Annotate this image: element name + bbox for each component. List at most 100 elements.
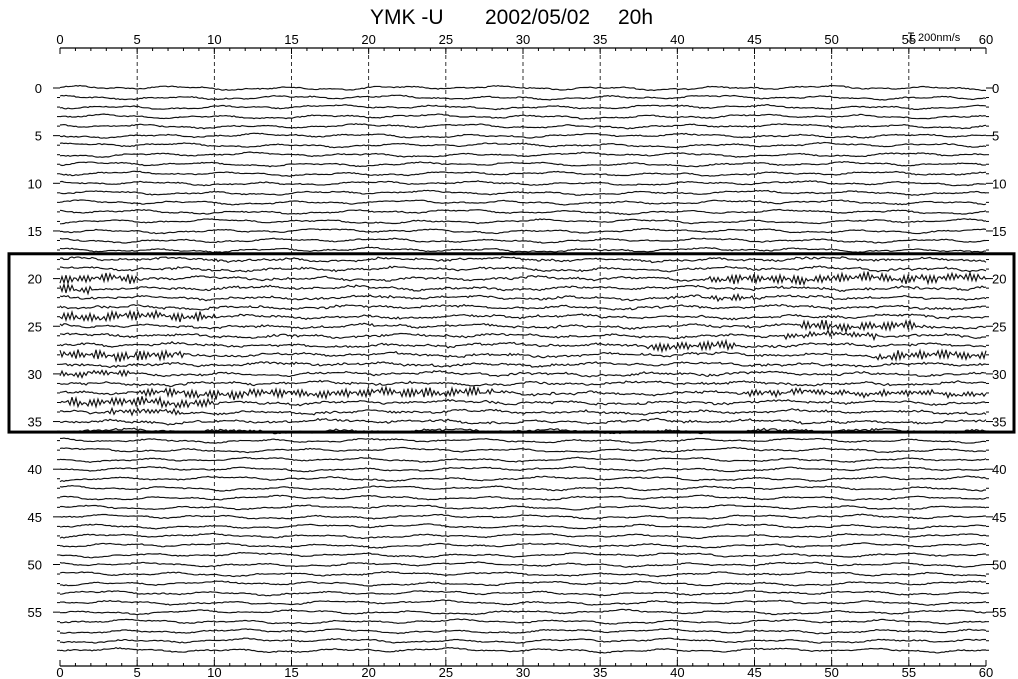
y-tick-label-right: 30 bbox=[992, 367, 1006, 382]
seismic-trace bbox=[59, 151, 987, 158]
seismic-trace bbox=[59, 218, 987, 225]
y-tick-label-left: 20 bbox=[28, 272, 42, 287]
x-tick-label-top: 55 bbox=[902, 32, 916, 47]
y-tick-label-left: 40 bbox=[28, 462, 42, 477]
x-tick-label-top: 60 bbox=[979, 32, 993, 47]
seismic-trace bbox=[59, 551, 987, 559]
seismic-trace bbox=[59, 417, 987, 426]
seismic-trace bbox=[59, 113, 987, 120]
highlight-box bbox=[7, 252, 1016, 434]
seismic-trace bbox=[59, 132, 987, 139]
x-tick-label-top: 40 bbox=[670, 32, 684, 47]
seismic-trace bbox=[59, 338, 987, 354]
y-tick-label-left: 15 bbox=[28, 224, 42, 239]
seismic-trace bbox=[60, 542, 987, 549]
seismic-trace bbox=[59, 494, 987, 501]
x-tick-label-top: 20 bbox=[361, 32, 375, 47]
seismic-trace bbox=[59, 580, 986, 587]
seismic-trace bbox=[59, 379, 987, 387]
seismic-trace bbox=[60, 627, 987, 635]
x-tick-label-bottom: 30 bbox=[516, 665, 530, 679]
seismic-trace bbox=[59, 246, 986, 254]
y-tick-label-right: 25 bbox=[992, 319, 1006, 334]
x-tick-label-top: 15 bbox=[284, 32, 298, 47]
seismic-trace bbox=[59, 199, 987, 206]
y-tick-label-right: 5 bbox=[992, 129, 999, 144]
y-tick-label-right: 15 bbox=[992, 224, 1006, 239]
y-tick-label-right: 10 bbox=[992, 176, 1006, 191]
y-tick-label-left: 25 bbox=[28, 319, 42, 334]
x-tick-label-top: 10 bbox=[207, 32, 221, 47]
x-tick-label-bottom: 60 bbox=[979, 665, 993, 679]
seismic-trace bbox=[59, 308, 987, 323]
seismic-trace bbox=[59, 329, 987, 342]
x-tick-label-top: 5 bbox=[134, 32, 141, 47]
seismic-trace bbox=[60, 637, 987, 644]
seismic-trace bbox=[59, 618, 987, 625]
x-tick-label-bottom: 25 bbox=[439, 665, 453, 679]
seismic-trace bbox=[60, 361, 987, 369]
chart-hour: 20h bbox=[618, 6, 653, 29]
seismic-trace bbox=[59, 303, 986, 311]
seismic-trace bbox=[59, 237, 987, 244]
tick-labels: 0055101015152020252530303535404045455050… bbox=[28, 32, 1007, 679]
x-tick-label-top: 50 bbox=[824, 32, 838, 47]
seismic-trace bbox=[59, 570, 987, 578]
axes bbox=[53, 47, 993, 667]
y-tick-label-left: 30 bbox=[28, 367, 42, 382]
y-tick-label-left: 55 bbox=[28, 605, 42, 620]
y-tick-label-right: 0 bbox=[992, 81, 999, 96]
seismic-trace bbox=[59, 265, 987, 273]
x-tick-label-top: 30 bbox=[516, 32, 530, 47]
seismic-trace bbox=[59, 228, 987, 235]
y-tick-label-right: 45 bbox=[992, 510, 1006, 525]
scale-bar: 200nm/s bbox=[908, 32, 961, 44]
y-tick-label-left: 0 bbox=[35, 81, 42, 96]
seismic-trace bbox=[59, 456, 987, 464]
seismic-trace bbox=[59, 646, 986, 654]
y-tick-label-right: 50 bbox=[992, 558, 1006, 573]
seismic-trace bbox=[59, 161, 987, 168]
y-tick-label-left: 50 bbox=[28, 558, 42, 573]
seismic-trace bbox=[59, 141, 987, 149]
seismic-trace bbox=[59, 485, 986, 492]
x-tick-label-bottom: 10 bbox=[207, 665, 221, 679]
seismic-trace bbox=[59, 589, 987, 597]
chart-title: YMK -U bbox=[370, 6, 444, 29]
scale-label: 200nm/s bbox=[918, 32, 961, 44]
seismic-trace bbox=[59, 466, 987, 473]
x-tick-label-bottom: 55 bbox=[902, 665, 916, 679]
y-tick-label-right: 40 bbox=[992, 462, 1006, 477]
y-tick-label-right: 35 bbox=[992, 415, 1006, 430]
seismic-traces bbox=[59, 84, 987, 654]
y-tick-label-left: 35 bbox=[28, 415, 42, 430]
seismic-trace bbox=[59, 513, 987, 520]
seismic-trace bbox=[59, 292, 987, 303]
seismic-trace bbox=[59, 406, 987, 417]
seismic-trace bbox=[59, 122, 987, 130]
chart-date: 2002/05/02 bbox=[485, 6, 590, 29]
seismic-trace bbox=[59, 84, 987, 92]
seismic-trace bbox=[59, 348, 987, 363]
x-tick-label-bottom: 40 bbox=[670, 665, 684, 679]
seismic-trace bbox=[60, 437, 987, 444]
x-tick-label-bottom: 45 bbox=[747, 665, 761, 679]
y-tick-label-left: 45 bbox=[28, 510, 42, 525]
x-tick-label-top: 35 bbox=[593, 32, 607, 47]
seismic-trace bbox=[59, 180, 987, 187]
x-tick-label-top: 25 bbox=[439, 32, 453, 47]
x-tick-label-bottom: 5 bbox=[134, 665, 141, 679]
seismic-trace bbox=[59, 368, 987, 380]
seismic-trace bbox=[59, 170, 987, 177]
seismic-trace bbox=[59, 282, 987, 296]
y-tick-label-right: 20 bbox=[992, 272, 1006, 287]
seismic-trace bbox=[59, 189, 987, 196]
x-tick-label-bottom: 50 bbox=[824, 665, 838, 679]
seismic-trace bbox=[59, 532, 987, 540]
seismic-trace bbox=[59, 104, 987, 111]
seismic-trace bbox=[59, 523, 987, 530]
x-tick-label-bottom: 0 bbox=[56, 665, 63, 679]
seismic-trace bbox=[60, 599, 987, 606]
y-tick-label-right: 55 bbox=[992, 605, 1006, 620]
